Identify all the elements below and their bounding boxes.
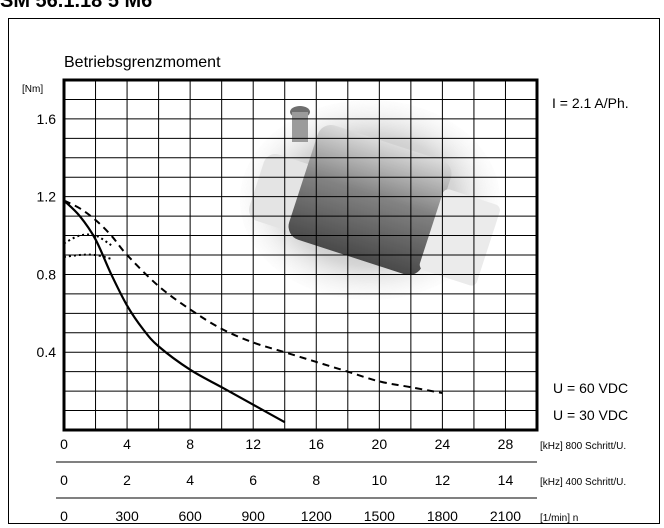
- y-axis-unit: [Nm]: [22, 84, 43, 95]
- x-tick-label: 28: [498, 436, 514, 452]
- x-tick-label: 300: [115, 508, 139, 524]
- series-line-u30: [63, 199, 286, 424]
- x-tick-label: 16: [308, 436, 324, 452]
- x-tick-label: 0: [60, 436, 68, 452]
- label-layer: 0.40.81.21.60 4 8 12 16 20 24 28 [kHz] 800 Schri…: [37, 111, 627, 524]
- legend-30vdc: U = 30 VDC: [553, 407, 628, 423]
- x-axis-unit-label: [kHz] 800 Schritt/U.: [540, 441, 626, 452]
- series-line-u60: [63, 199, 443, 395]
- legend-60vdc: U = 60 VDC: [553, 380, 628, 396]
- x-tick-label: 24: [435, 436, 451, 452]
- current-annotation: I = 2.1 A/Ph.: [552, 95, 629, 111]
- x-tick-label: 20: [372, 436, 388, 452]
- x-tick-label: 14: [498, 472, 514, 488]
- series-layer: [63, 199, 443, 424]
- x-tick-label: 8: [186, 436, 194, 452]
- page-title: SM 56.1.18 5 M6: [0, 0, 153, 12]
- x-tick-label: 2: [123, 472, 131, 488]
- x-tick-label: 900: [242, 508, 266, 524]
- x-tick-label: 1800: [427, 508, 458, 524]
- series-line-resonance_lower: [63, 253, 112, 260]
- y-tick-label: 0.8: [37, 266, 57, 282]
- series-line-resonance_upper: [63, 233, 112, 247]
- x-tick-label: 2100: [490, 508, 521, 524]
- x-tick-label: 6: [249, 472, 257, 488]
- chart-frame: [8, 18, 660, 524]
- x-tick-label: 12: [245, 436, 261, 452]
- y-tick-label: 1.2: [37, 189, 57, 205]
- x-axis-unit-label: [1/min] n: [540, 513, 578, 524]
- y-tick-label: 0.4: [37, 344, 57, 360]
- x-tick-label: 4: [186, 472, 194, 488]
- x-tick-label: 10: [372, 472, 388, 488]
- x-tick-label: 1200: [301, 508, 332, 524]
- x-tick-label: 4: [123, 436, 131, 452]
- x-tick-label: 12: [435, 472, 451, 488]
- y-tick-label: 1.6: [37, 111, 57, 127]
- plot-border: [62, 78, 539, 432]
- x-tick-label: 0: [60, 508, 68, 524]
- motor-photo: [240, 100, 500, 300]
- x-tick-label: 600: [178, 508, 202, 524]
- x-tick-label: 8: [312, 472, 320, 488]
- chart-title: Betriebsgrenzmoment: [64, 54, 221, 71]
- grid: [56, 78, 539, 499]
- x-tick-label: 0: [60, 472, 68, 488]
- x-axis-unit-label: [kHz] 400 Schritt/U.: [540, 477, 626, 488]
- x-tick-label: 1500: [364, 508, 395, 524]
